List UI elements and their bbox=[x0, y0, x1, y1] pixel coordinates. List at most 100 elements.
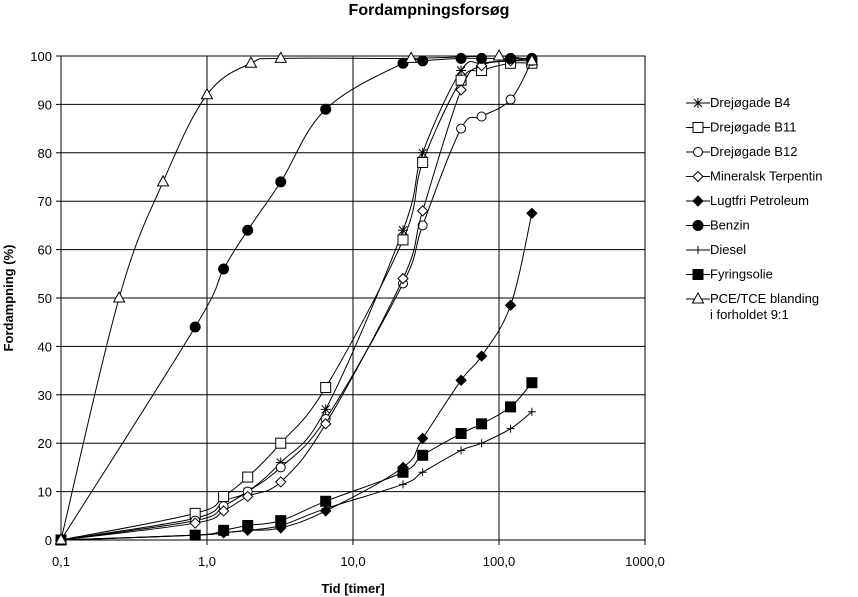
x-tick-label: 1000,0 bbox=[625, 554, 665, 569]
data-point-series-6 bbox=[455, 52, 467, 64]
data-point-series-6 bbox=[320, 103, 332, 115]
x-axis-label: Tid [timer] bbox=[321, 581, 384, 596]
data-point-series-7 bbox=[527, 407, 536, 416]
data-point-series-1 bbox=[456, 65, 467, 76]
data-point-series-8 bbox=[189, 529, 201, 541]
data-point-series-4 bbox=[319, 418, 332, 430]
data-point-series-7 bbox=[418, 468, 427, 477]
data-point-series-6 bbox=[218, 263, 230, 275]
data-point-series-9 bbox=[404, 51, 418, 63]
data-point-series-4 bbox=[217, 505, 230, 517]
data-point-series-8 bbox=[505, 401, 517, 413]
data-point-series-5 bbox=[526, 207, 538, 220]
data-point-series-2 bbox=[275, 437, 287, 449]
data-point-series-2 bbox=[397, 234, 409, 246]
data-point-series-9 bbox=[244, 56, 258, 68]
legend-marker bbox=[691, 291, 705, 304]
legend-label: Fyringsolie bbox=[710, 267, 773, 282]
data-point-series-3 bbox=[275, 462, 286, 473]
data-point-series-3 bbox=[476, 111, 487, 122]
data-point-series-9 bbox=[156, 174, 170, 187]
data-point-series-1 bbox=[320, 404, 331, 415]
data-point-series-8 bbox=[417, 449, 429, 461]
data-point-series-9 bbox=[112, 290, 126, 303]
data-point-series-4 bbox=[189, 517, 201, 529]
data-point-series-5 bbox=[416, 432, 429, 445]
data-point-series-4 bbox=[241, 490, 254, 503]
data-point-series-8 bbox=[275, 515, 287, 527]
legend-label: i forholdet 9:1 bbox=[710, 307, 789, 322]
x-tick-label: 1,0 bbox=[198, 554, 216, 569]
data-point-series-8 bbox=[455, 428, 467, 440]
data-point-series-5 bbox=[504, 299, 517, 311]
data-point-series-6 bbox=[417, 55, 429, 67]
y-tick-label: 40 bbox=[38, 339, 52, 354]
data-point-series-4 bbox=[455, 84, 467, 96]
y-tick-label: 20 bbox=[38, 436, 52, 451]
data-point-series-8 bbox=[397, 466, 409, 478]
data-point-series-9 bbox=[54, 532, 68, 545]
data-point-series-6 bbox=[275, 176, 287, 188]
data-point-series-2 bbox=[417, 156, 429, 168]
legend-marker bbox=[694, 246, 702, 254]
x-tick-label: 10,0 bbox=[340, 554, 365, 569]
data-point-series-4 bbox=[416, 205, 429, 217]
data-point-series-2 bbox=[218, 490, 230, 502]
data-point-series-7 bbox=[477, 439, 486, 448]
data-point-series-6 bbox=[189, 321, 201, 333]
data-point-series-2 bbox=[320, 382, 332, 394]
data-point-series-6 bbox=[242, 224, 254, 236]
data-point-series-9 bbox=[492, 48, 506, 61]
data-point-series-1 bbox=[397, 225, 408, 236]
data-point-series-2 bbox=[242, 471, 254, 483]
data-point-series-7 bbox=[506, 424, 515, 433]
legend-marker bbox=[692, 269, 704, 280]
data-point-series-6 bbox=[476, 52, 488, 64]
data-point-series-9 bbox=[274, 51, 288, 63]
legend-label: PCE/TCE blanding bbox=[710, 291, 819, 306]
y-tick-label: 70 bbox=[38, 194, 52, 209]
legend-marker bbox=[692, 195, 704, 207]
y-tick-label: 80 bbox=[38, 146, 52, 161]
data-point-series-2 bbox=[455, 74, 467, 86]
data-point-series-8 bbox=[476, 418, 488, 430]
legend-marker bbox=[692, 122, 704, 133]
data-point-series-8 bbox=[526, 377, 538, 389]
data-point-series-5 bbox=[455, 374, 467, 386]
y-tick-label: 30 bbox=[38, 388, 52, 403]
legend-label: Diesel bbox=[710, 242, 746, 257]
data-point-series-8 bbox=[320, 495, 332, 507]
legend-marker bbox=[693, 147, 703, 157]
data-point-series-3 bbox=[456, 123, 467, 134]
data-point-series-9 bbox=[200, 87, 214, 100]
legend-label: Drejøgade B12 bbox=[710, 144, 797, 159]
data-point-series-7 bbox=[457, 446, 466, 455]
data-point-series-8 bbox=[218, 524, 230, 536]
data-point-series-5 bbox=[475, 350, 488, 362]
data-point-series-7 bbox=[398, 480, 407, 489]
legend-marker bbox=[692, 220, 704, 231]
legend-label: Drejøgade B11 bbox=[710, 120, 796, 135]
legend-label: Drejøgade B4 bbox=[710, 95, 790, 110]
data-point-series-6 bbox=[505, 52, 517, 64]
x-tick-label: 100,0 bbox=[483, 554, 516, 569]
y-tick-label: 0 bbox=[45, 533, 52, 548]
chart-title: Fordampningsforsøg bbox=[348, 2, 510, 19]
legend-label: Mineralsk Terpentin bbox=[710, 169, 822, 184]
legend-label: Benzin bbox=[710, 218, 750, 233]
data-point-series-1 bbox=[417, 147, 428, 158]
legend-marker bbox=[693, 98, 703, 108]
data-point-series-8 bbox=[242, 519, 254, 531]
y-tick-label: 100 bbox=[30, 49, 52, 64]
y-tick-label: 10 bbox=[38, 485, 52, 500]
data-point-series-3 bbox=[505, 94, 516, 105]
legend-label: Lugtfri Petroleum bbox=[710, 193, 809, 208]
data-point-series-4 bbox=[397, 272, 409, 285]
data-point-series-4 bbox=[275, 476, 287, 488]
y-tick-label: 90 bbox=[38, 97, 52, 112]
data-point-series-9 bbox=[525, 53, 539, 66]
data-point-series-3 bbox=[417, 220, 428, 231]
y-tick-label: 60 bbox=[38, 243, 52, 258]
x-tick-label: 0,1 bbox=[52, 554, 70, 569]
